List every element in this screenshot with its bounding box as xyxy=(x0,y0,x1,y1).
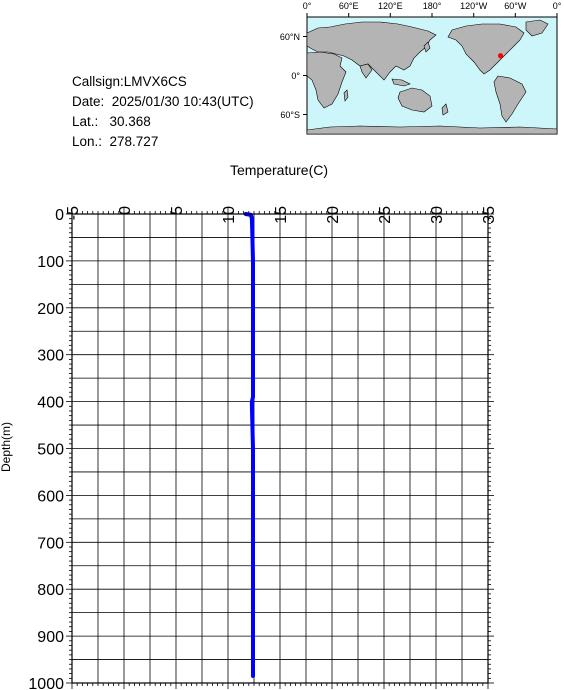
africa-landmass xyxy=(306,51,347,109)
map-lat-label: 60°S xyxy=(280,110,300,120)
y-tick-label: 400 xyxy=(37,395,64,412)
y-tick-label: 700 xyxy=(37,535,64,552)
new-zealand xyxy=(441,103,449,116)
x-tick-labels: -5 0 5 10 15 20 25 30 35 xyxy=(65,206,498,224)
x-tick-label: 0 xyxy=(117,206,134,215)
y-tick-label: 0 xyxy=(55,207,64,224)
x-axis-title: Temperature(C) xyxy=(230,162,328,178)
x-tick-label: 25 xyxy=(377,206,394,224)
callsign-text: Callsign:LMVX6CS xyxy=(72,74,187,89)
x-tick-label: 30 xyxy=(429,206,446,224)
y-tick-label: 1000 xyxy=(28,676,64,690)
north-america-landmass xyxy=(447,23,525,75)
y-tick-labels: 0 100 200 300 400 500 600 700 800 900 1000 xyxy=(28,207,64,690)
map-lon-label: 0° xyxy=(553,1,562,11)
x-tick-label: 10 xyxy=(221,206,238,224)
antarctica xyxy=(306,125,558,135)
greenland xyxy=(525,19,549,37)
map-tick-labels: 0° 60°E 120°E 180° 120°W 60°W 0° 60°N 0° 60°S xyxy=(280,1,562,120)
map-lon-label: 120°W xyxy=(460,1,488,11)
map-ticks xyxy=(303,13,558,115)
y-axis-title: Depth(m) xyxy=(0,422,13,472)
map-lat-label: 60°N xyxy=(280,32,300,42)
map-lon-label: 60°E xyxy=(339,1,359,11)
series-layer xyxy=(243,212,255,678)
plot-frame xyxy=(71,213,489,684)
eurasia-landmass xyxy=(306,21,437,81)
world-map: 0° 60°E 120°E 180° 120°W 60°W 0° 60°N 0° 60°S xyxy=(280,1,562,135)
y-tick-label: 800 xyxy=(37,582,64,599)
map-lon-label: 0° xyxy=(303,1,312,11)
map-lon-label: 120°E xyxy=(378,1,403,11)
x-tick-label: 35 xyxy=(481,206,498,224)
chart-grid xyxy=(71,213,489,684)
madagascar xyxy=(343,89,349,102)
x-tick-label: 5 xyxy=(169,206,186,215)
x-tick-label: -5 xyxy=(65,206,82,220)
latitude-text: Lat.: 30.368 xyxy=(72,114,151,129)
map-lon-label: 60°W xyxy=(504,1,527,11)
date-text: Date: 2025/01/30 10:43(UTC) xyxy=(72,94,254,109)
y-tick-label: 300 xyxy=(37,348,64,365)
india-landmass xyxy=(359,63,373,79)
japan-islands xyxy=(423,41,431,53)
x-tick-label: 20 xyxy=(325,206,342,224)
south-america-landmass xyxy=(493,75,527,123)
y-tick-label: 500 xyxy=(37,442,64,459)
y-tick-label: 900 xyxy=(37,629,64,646)
y-tick-label: 200 xyxy=(37,301,64,318)
longitude-text: Lon.: 278.727 xyxy=(72,134,159,149)
map-lon-label: 180° xyxy=(423,1,442,11)
map-lat-label: 0° xyxy=(291,71,300,81)
y-tick-label: 100 xyxy=(37,254,64,271)
station-marker xyxy=(497,53,504,59)
map-land xyxy=(306,19,558,135)
x-tick-label: 15 xyxy=(273,206,290,224)
australia-landmass xyxy=(397,87,433,113)
cast-info: Callsign:LMVX6CS Date: 2025/01/30 10:43(… xyxy=(72,72,254,152)
temperature-profile-line xyxy=(243,212,255,678)
y-tick-label: 600 xyxy=(37,488,64,505)
indonesia-islands xyxy=(391,78,411,87)
